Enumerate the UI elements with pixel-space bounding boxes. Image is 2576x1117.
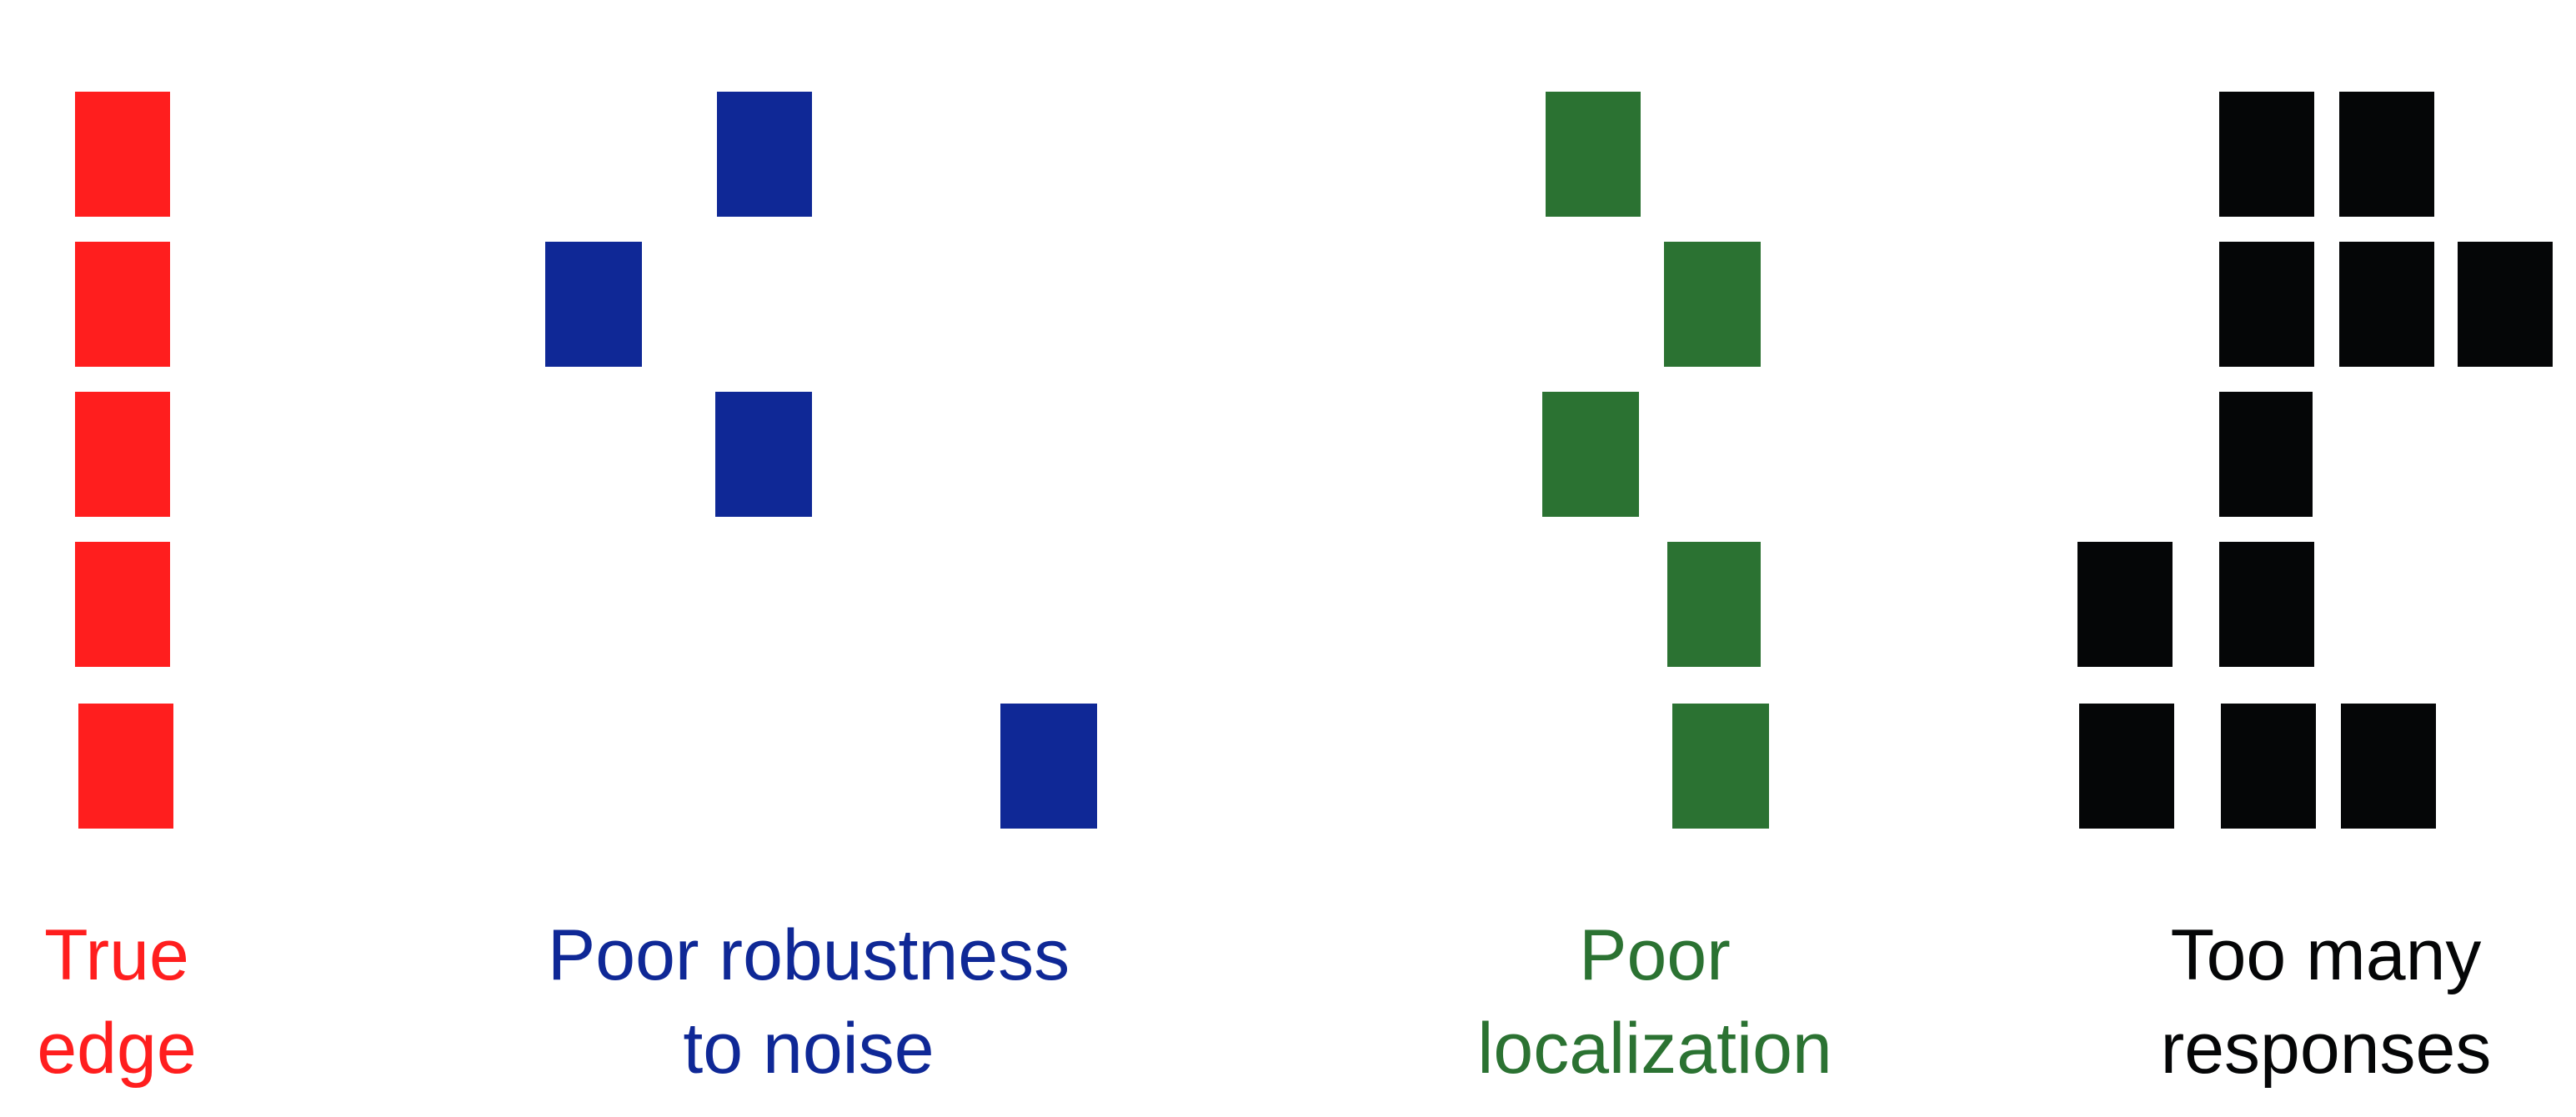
edge-pixel (2458, 242, 2553, 367)
edge-pixel (2221, 704, 2316, 829)
caption-poor-localization: Poor localization (1434, 909, 1876, 1095)
edge-pixel (75, 542, 170, 667)
caption-line-2: responses (2160, 1009, 2492, 1089)
caption-line-1: Poor (1579, 915, 1731, 995)
caption-line-1: Too many (2170, 915, 2482, 995)
caption-line-2: to noise (683, 1009, 935, 1089)
edge-pixel (75, 92, 170, 217)
edge-pixel (2219, 392, 2313, 517)
edge-pixel (2077, 542, 2173, 667)
edge-pixel (2341, 704, 2436, 829)
edge-pixel (75, 392, 170, 517)
edge-pixel (2079, 704, 2174, 829)
edge-pixel (1667, 542, 1761, 667)
edge-pixel (78, 704, 173, 829)
edge-pixel (2219, 242, 2314, 367)
edge-pixel (715, 392, 812, 517)
edge-pixel (1664, 242, 1761, 367)
edge-pixel (75, 242, 170, 367)
caption-poor-robustness: Poor robustness to noise (500, 909, 1117, 1095)
edge-pixel (2219, 92, 2314, 217)
edge-pixel (717, 92, 812, 217)
edge-pixel (2219, 542, 2314, 667)
edge-pixel (2339, 92, 2434, 217)
edge-pixel (1542, 392, 1639, 517)
edge-pixel (2339, 242, 2434, 367)
caption-line-1: Poor robustness (547, 915, 1070, 995)
edge-pixel (545, 242, 642, 367)
caption-line-2: edge (37, 1009, 197, 1089)
caption-true-edge: True edge (8, 909, 225, 1095)
caption-line-2: localization (1477, 1009, 1832, 1089)
caption-too-many-responses: Too many responses (2101, 909, 2551, 1095)
edge-pixel (1546, 92, 1641, 217)
caption-line-1: True (44, 915, 189, 995)
edge-pixel (1000, 704, 1097, 829)
edge-pixel (1672, 704, 1769, 829)
